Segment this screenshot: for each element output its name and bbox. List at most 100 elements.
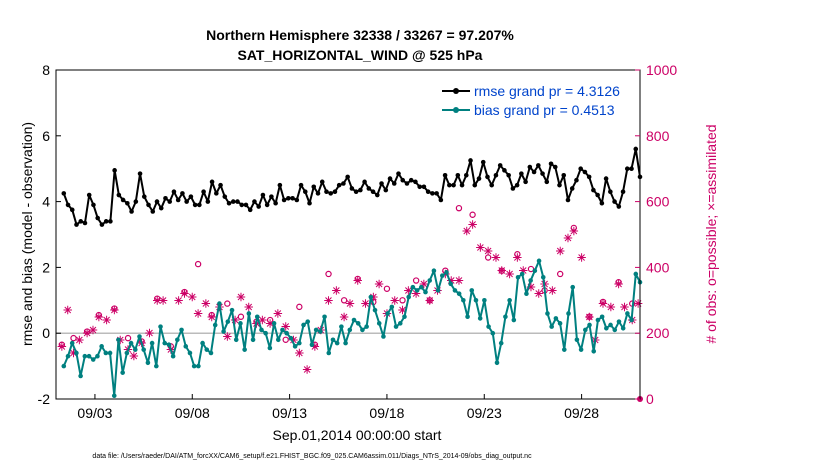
obs-possible-marker <box>399 297 406 304</box>
bias-point <box>355 321 361 326</box>
obs-assimilated-marker: ✳ <box>548 285 557 297</box>
chart-title-line1: Northern Hemisphere 32338 / 33267 = 97.2… <box>206 27 514 43</box>
rmse-point <box>222 194 228 199</box>
rmse-point <box>82 220 88 226</box>
bias-point <box>99 344 104 349</box>
bias-point <box>561 347 567 352</box>
obs-possible-marker <box>237 313 245 320</box>
bias-point <box>465 314 470 320</box>
y-tick-label-left: 6 <box>42 128 50 144</box>
rmse-point <box>311 184 317 190</box>
rmse-point <box>277 182 283 188</box>
obs-assimilated-marker: ✳ <box>75 335 84 347</box>
rmse-point <box>616 204 622 209</box>
rmse-point <box>375 192 380 198</box>
obs-possible-marker <box>426 297 433 304</box>
rmse-point <box>633 146 639 152</box>
y-tick-label-left: -2 <box>38 391 51 407</box>
y-tick-label-right: 1000 <box>646 62 677 78</box>
obs-assimilated-marker: ✳ <box>129 351 138 363</box>
rmse-point <box>548 161 554 167</box>
y-tick-label-left: 4 <box>42 194 50 210</box>
bias-point <box>238 321 243 326</box>
bias-point <box>322 314 327 320</box>
obs-possible-marker <box>95 311 103 319</box>
bias-point <box>461 298 466 303</box>
bias-point <box>221 329 226 334</box>
bias-point <box>397 321 403 326</box>
rmse-point <box>502 168 507 173</box>
bias-point <box>511 317 517 323</box>
rmse-point <box>463 172 469 178</box>
bias-series-line <box>62 259 641 397</box>
bias-point <box>183 344 189 349</box>
rmse-point <box>485 174 490 180</box>
obs-assimilated-marker: ✳ <box>513 253 522 265</box>
obs-assimilated-marker: ✳ <box>188 292 197 304</box>
bias-point <box>196 363 201 369</box>
rmse-point <box>353 189 359 195</box>
rmse-point <box>281 197 287 203</box>
y-tick-label-right: 0 <box>646 391 654 407</box>
obs-assimilated-marker: ✳ <box>266 318 275 330</box>
bias-point <box>406 294 411 300</box>
bias-point <box>372 307 378 313</box>
bias-point <box>528 278 533 283</box>
bias-point <box>297 340 302 346</box>
rmse-point <box>158 205 164 211</box>
rmse-point <box>455 172 461 178</box>
rmse-point <box>116 192 122 198</box>
obs-assimilated-marker: ✳ <box>505 269 514 281</box>
bias-point <box>242 347 247 352</box>
legend-rmse-label: rmse grand pr = 4.3126 <box>474 83 620 99</box>
obs-assimilated-marker: ✳ <box>398 305 407 317</box>
bias-point <box>435 288 441 293</box>
obs-assimilated-marker: ✳ <box>468 220 477 232</box>
obs-possible-marker <box>484 254 492 261</box>
bias-point <box>339 324 344 329</box>
obs-assimilated-marker: ✳ <box>454 276 463 288</box>
obs-assimilated-marker: ✳ <box>324 295 333 307</box>
bias-point <box>200 340 205 346</box>
obs-assimilated-marker: ✳ <box>303 364 312 376</box>
obs-possible-marker <box>383 285 391 292</box>
obs-assimilated-marker: ✳ <box>497 266 506 278</box>
obs-assimilated-marker: ✳ <box>563 233 572 245</box>
bias-point <box>103 350 109 356</box>
rmse-point <box>421 184 427 190</box>
obs-possible-marker <box>296 303 303 311</box>
bias-point <box>318 329 323 334</box>
bias-point <box>191 363 197 369</box>
bias-point <box>292 344 298 349</box>
bias-point <box>381 334 386 339</box>
rmse-point <box>315 191 321 196</box>
bias-point <box>448 281 454 287</box>
bias-point <box>154 363 159 369</box>
bias-point <box>410 284 416 290</box>
y-tick-label-left: 0 <box>42 325 50 341</box>
bias-point <box>583 327 588 333</box>
bias-point <box>490 330 496 336</box>
bias-point <box>128 340 134 346</box>
bias-point <box>486 324 491 329</box>
obs-possible-marker <box>282 336 289 343</box>
bias-point <box>591 348 597 354</box>
rmse-point <box>260 192 266 198</box>
legend-bias-marker <box>453 107 459 113</box>
bias-point <box>578 347 584 352</box>
bias-point <box>620 325 626 331</box>
bias-point <box>498 340 504 346</box>
bias-point <box>275 337 281 343</box>
bias-point <box>625 311 630 316</box>
obs-assimilated-marker: ✳ <box>620 302 629 314</box>
bias-point <box>65 353 71 359</box>
bias-point <box>616 319 622 324</box>
rmse-point <box>252 199 257 204</box>
rmse-point <box>544 179 550 185</box>
rmse-point <box>286 196 291 201</box>
bias-point <box>86 353 92 359</box>
rmse-point <box>324 189 329 195</box>
legend-bias-label: bias grand pr = 0.4513 <box>474 102 615 118</box>
obs-assimilated-marker: ✳ <box>193 308 202 320</box>
rmse-point <box>379 181 384 186</box>
